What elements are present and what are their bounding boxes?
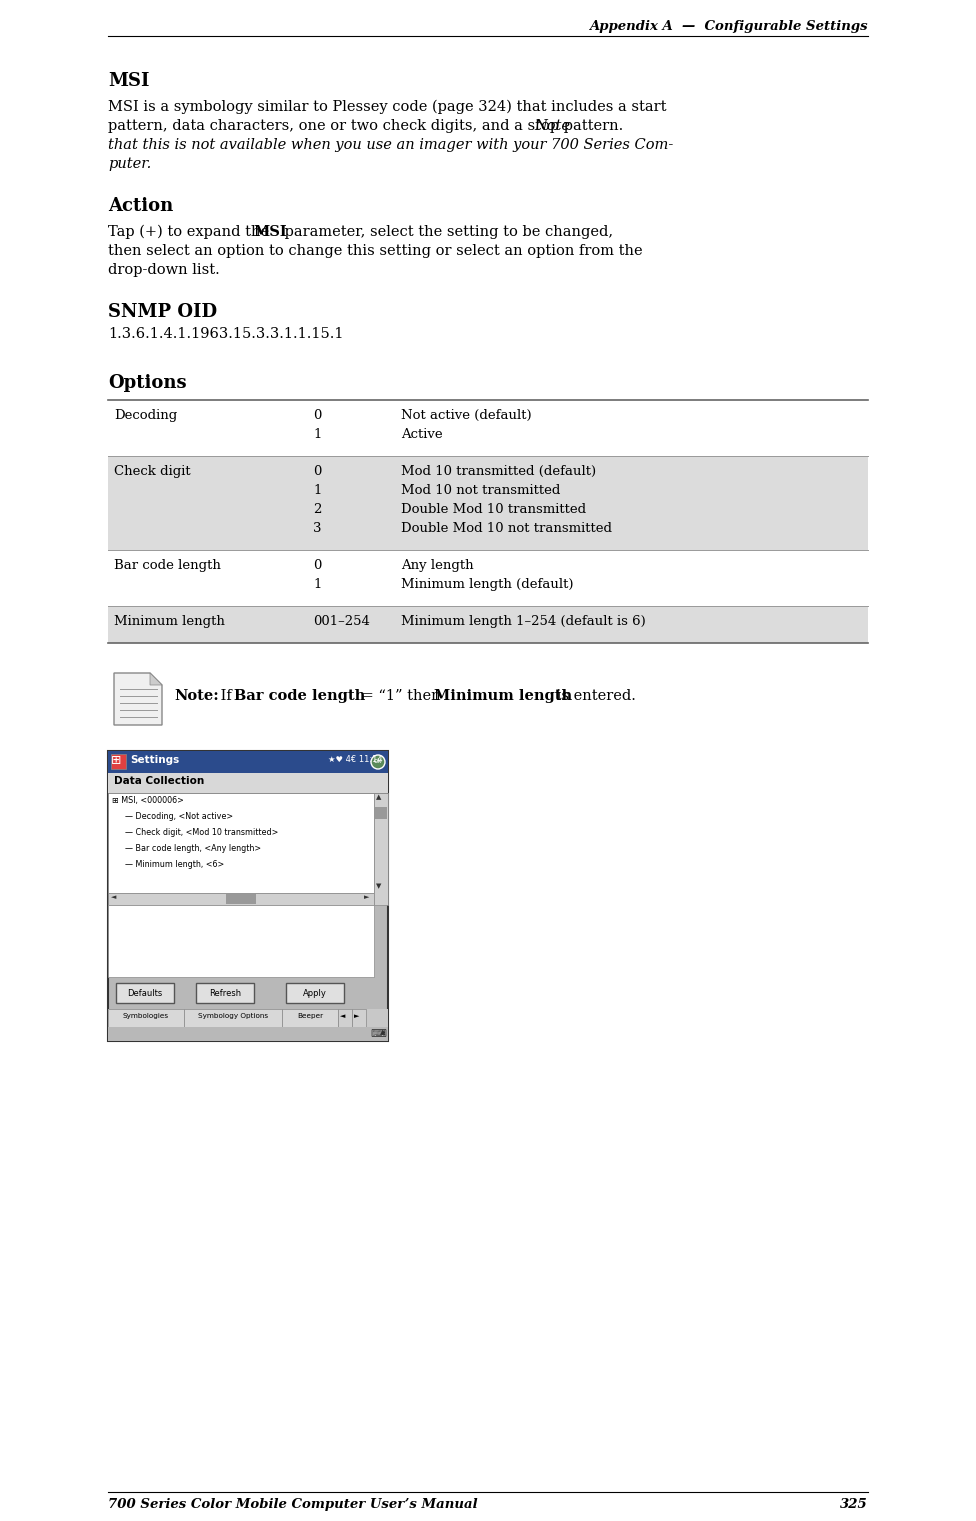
Text: 1: 1 [313, 427, 321, 441]
Text: ◄: ◄ [340, 1013, 346, 1019]
Bar [108, 1027, 388, 1040]
Text: 0: 0 [313, 465, 321, 478]
Bar [352, 1008, 366, 1027]
Text: ►: ► [364, 894, 369, 900]
Text: Minimum length (default): Minimum length (default) [401, 578, 574, 592]
Circle shape [371, 754, 385, 770]
Text: SNMP OID: SNMP OID [108, 303, 217, 321]
Text: Refresh: Refresh [209, 989, 241, 998]
Text: Data Collection: Data Collection [114, 776, 204, 786]
Text: Minimum length: Minimum length [114, 614, 224, 628]
Text: then select an option to change this setting or select an option from the: then select an option to change this set… [108, 243, 642, 259]
Text: ◄: ◄ [111, 894, 116, 900]
Bar [226, 894, 256, 903]
Bar [108, 456, 868, 551]
Bar [282, 1008, 338, 1027]
Text: Bar code length: Bar code length [114, 560, 221, 572]
Text: — Decoding, <Not active>: — Decoding, <Not active> [120, 812, 233, 821]
Text: Any length: Any length [401, 560, 473, 572]
Text: = “1” then: = “1” then [357, 689, 445, 703]
Text: ▼: ▼ [376, 884, 382, 888]
Text: Note:: Note: [174, 689, 219, 703]
Text: Beeper: Beeper [297, 1013, 323, 1019]
Text: pattern, data characters, one or two check digits, and a stop pattern.: pattern, data characters, one or two che… [108, 119, 628, 132]
Text: Settings: Settings [130, 754, 180, 765]
Text: ⊞ MSI, <000006>: ⊞ MSI, <000006> [112, 795, 183, 805]
Text: Symbologies: Symbologies [123, 1013, 169, 1019]
Text: Not active (default): Not active (default) [401, 409, 532, 421]
Text: 325: 325 [840, 1498, 868, 1510]
Bar [338, 1008, 352, 1027]
Bar [108, 773, 388, 792]
Text: Double Mod 10 not transmitted: Double Mod 10 not transmitted [401, 522, 612, 535]
Bar [108, 605, 868, 643]
Bar [108, 751, 388, 1040]
Bar [374, 792, 388, 905]
Bar [108, 751, 388, 773]
Text: Bar code length: Bar code length [234, 689, 365, 703]
Text: Minimum length: Minimum length [434, 689, 572, 703]
Text: Symbology Options: Symbology Options [198, 1013, 268, 1019]
Text: is entered.: is entered. [552, 689, 636, 703]
Text: ►: ► [354, 1013, 359, 1019]
Text: ok: ok [374, 757, 383, 764]
Text: Mod 10 not transmitted: Mod 10 not transmitted [401, 484, 560, 497]
Bar [108, 1008, 184, 1027]
Text: Note: Note [534, 119, 570, 132]
Bar [375, 808, 387, 818]
Bar [108, 905, 374, 976]
Text: MSI: MSI [253, 225, 287, 239]
Text: puter.: puter. [108, 157, 151, 170]
Text: — Minimum length, <6>: — Minimum length, <6> [120, 859, 224, 868]
Text: If: If [216, 689, 236, 703]
Text: Check digit: Check digit [114, 465, 190, 478]
Text: Action: Action [108, 198, 174, 214]
Bar [111, 754, 126, 770]
FancyBboxPatch shape [286, 983, 344, 1002]
Text: ⊞: ⊞ [111, 754, 121, 767]
Bar [108, 893, 374, 905]
Polygon shape [114, 672, 162, 726]
Text: ▲: ▲ [376, 794, 382, 800]
Text: — Check digit, <Mod 10 transmitted>: — Check digit, <Mod 10 transmitted> [120, 827, 278, 837]
Text: MSI is a symbology similar to Plessey code (page 324) that includes a start: MSI is a symbology similar to Plessey co… [108, 100, 667, 114]
Bar [108, 1008, 388, 1027]
Text: Double Mod 10 transmitted: Double Mod 10 transmitted [401, 503, 587, 516]
Text: Apply: Apply [304, 989, 327, 998]
Text: 2: 2 [313, 503, 321, 516]
Text: 0: 0 [313, 409, 321, 421]
Text: ★♥ 4€ 11:14: ★♥ 4€ 11:14 [328, 754, 383, 764]
FancyBboxPatch shape [116, 983, 174, 1002]
Text: 001–254: 001–254 [313, 614, 370, 628]
Bar [108, 792, 374, 893]
Bar [184, 1008, 282, 1027]
Text: 1: 1 [313, 484, 321, 497]
Text: 1.3.6.1.4.1.1963.15.3.3.1.1.15.1: 1.3.6.1.4.1.1963.15.3.3.1.1.15.1 [108, 327, 344, 341]
Text: Minimum length 1–254 (default is 6): Minimum length 1–254 (default is 6) [401, 614, 646, 628]
Text: Appendix A  —  Configurable Settings: Appendix A — Configurable Settings [590, 20, 868, 33]
Text: 3: 3 [313, 522, 321, 535]
Text: 700 Series Color Mobile Computer User’s Manual: 700 Series Color Mobile Computer User’s … [108, 1498, 477, 1510]
Text: Options: Options [108, 374, 186, 392]
Text: 0: 0 [313, 560, 321, 572]
Text: 1: 1 [313, 578, 321, 592]
Text: Mod 10 transmitted (default): Mod 10 transmitted (default) [401, 465, 596, 478]
Text: parameter, select the setting to be changed,: parameter, select the setting to be chan… [280, 225, 613, 239]
Text: ⌨: ⌨ [370, 1030, 386, 1039]
Text: Defaults: Defaults [128, 989, 163, 998]
Text: drop-down list.: drop-down list. [108, 263, 220, 277]
Text: — Bar code length, <Any length>: — Bar code length, <Any length> [120, 844, 262, 853]
Text: MSI: MSI [108, 71, 149, 90]
Text: Tap (+) to expand the: Tap (+) to expand the [108, 225, 273, 239]
Text: ▲: ▲ [380, 1030, 386, 1034]
Text: Decoding: Decoding [114, 409, 178, 421]
Text: that this is not available when you use an imager with your 700 Series Com-: that this is not available when you use … [108, 138, 673, 152]
FancyBboxPatch shape [196, 983, 254, 1002]
Text: Active: Active [401, 427, 443, 441]
Polygon shape [150, 672, 162, 684]
